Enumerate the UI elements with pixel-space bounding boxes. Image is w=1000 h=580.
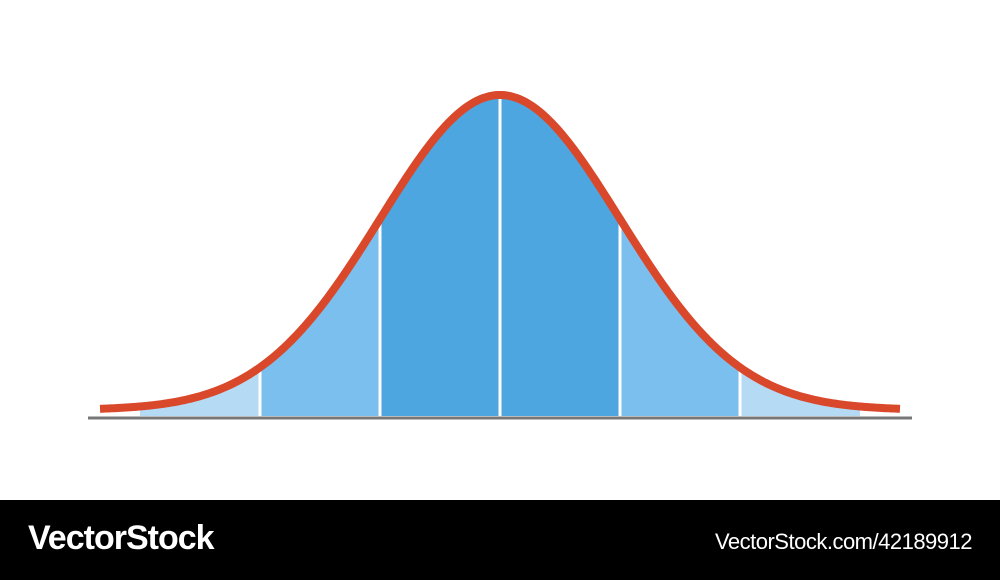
bell-curve [99, 90, 901, 413]
footer-bar [0, 500, 1000, 580]
image-id: VectorStock.com/42189912 [715, 529, 972, 554]
brand: VectorStock [28, 519, 215, 557]
